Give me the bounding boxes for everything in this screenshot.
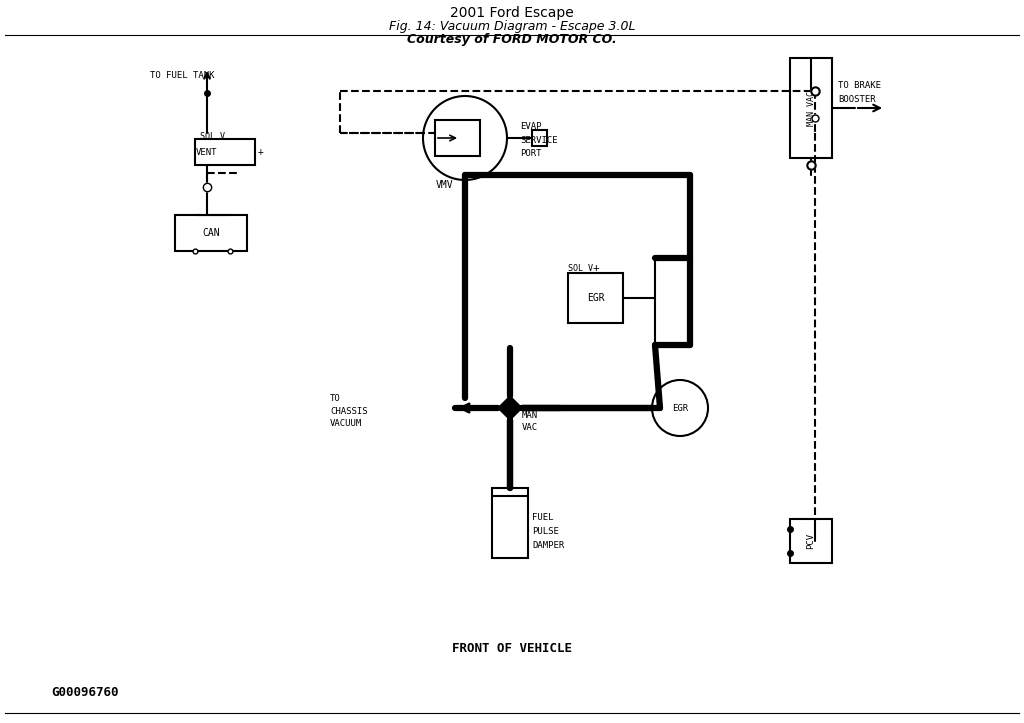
- Text: FUEL: FUEL: [532, 513, 554, 523]
- Text: SOL V: SOL V: [567, 263, 593, 273]
- Text: TO: TO: [330, 393, 341, 403]
- Text: BOOSTER: BOOSTER: [838, 95, 876, 103]
- Text: EGR: EGR: [587, 293, 605, 303]
- Text: G00096760: G00096760: [51, 687, 119, 699]
- Bar: [532, 130, 547, 146]
- Text: SOL V: SOL V: [200, 132, 225, 140]
- Bar: [568, 273, 623, 323]
- Bar: [435, 120, 480, 156]
- Text: MAN: MAN: [522, 411, 539, 419]
- Text: CAN: CAN: [202, 228, 220, 238]
- Text: PORT: PORT: [520, 150, 542, 158]
- Text: TO BRAKE: TO BRAKE: [838, 80, 881, 90]
- Text: VAC: VAC: [522, 424, 539, 432]
- Text: FRONT OF VEHICLE: FRONT OF VEHICLE: [452, 641, 572, 654]
- Bar: [790, 519, 831, 563]
- Text: 2001 Ford Escape: 2001 Ford Escape: [451, 6, 573, 20]
- Text: VMV: VMV: [436, 180, 454, 190]
- Text: EVAP: EVAP: [520, 121, 542, 130]
- Polygon shape: [498, 396, 522, 420]
- Text: DAMPER: DAMPER: [532, 542, 564, 550]
- Bar: [175, 215, 247, 251]
- Text: EGR: EGR: [672, 403, 688, 413]
- Text: MAN VAC: MAN VAC: [807, 90, 815, 126]
- Bar: [195, 139, 255, 165]
- Text: PCV: PCV: [807, 533, 815, 549]
- Text: VENT: VENT: [197, 147, 218, 156]
- Bar: [492, 488, 528, 558]
- Text: +: +: [593, 263, 599, 273]
- Text: TO FUEL TANK: TO FUEL TANK: [150, 71, 214, 80]
- Text: CHASSIS: CHASSIS: [330, 406, 368, 416]
- Text: Courtesy of FORD MOTOR CO.: Courtesy of FORD MOTOR CO.: [408, 33, 616, 46]
- Text: +: +: [258, 147, 264, 157]
- Text: SERVICE: SERVICE: [520, 135, 558, 145]
- Text: VACUUM: VACUUM: [330, 419, 362, 429]
- Text: Fig. 14: Vacuum Diagram - Escape 3.0L: Fig. 14: Vacuum Diagram - Escape 3.0L: [389, 20, 635, 33]
- Text: PULSE: PULSE: [532, 528, 559, 536]
- Bar: [790, 58, 831, 158]
